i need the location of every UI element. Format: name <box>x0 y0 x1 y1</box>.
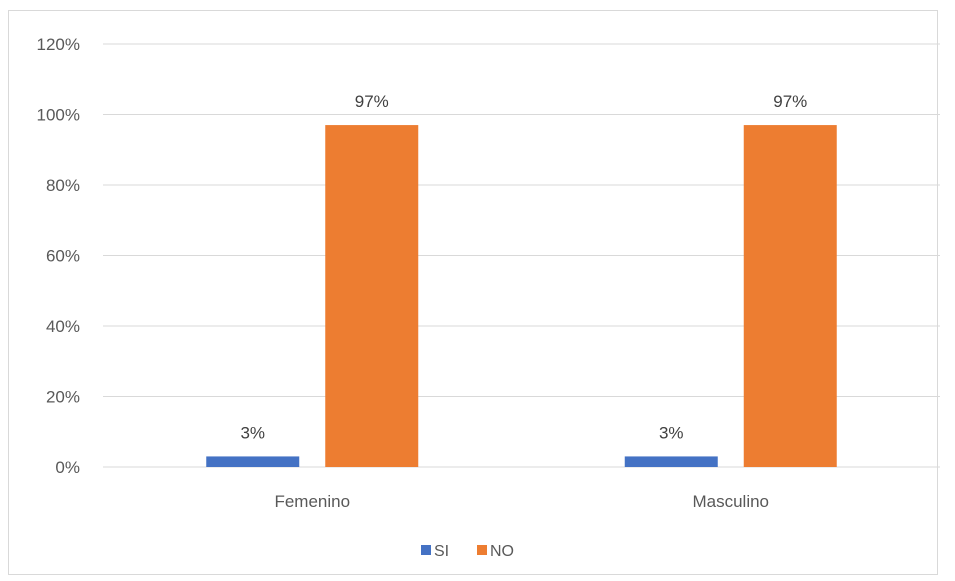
y-tick-label: 80% <box>46 176 80 195</box>
legend: SI NO <box>421 543 514 560</box>
x-tick-label: Masculino <box>692 492 769 511</box>
data-label: 3% <box>659 423 684 442</box>
data-label: 3% <box>240 423 265 442</box>
y-tick-label: 100% <box>37 106 80 125</box>
legend-swatch <box>477 545 487 555</box>
bars <box>206 125 837 467</box>
data-label: 97% <box>355 92 389 111</box>
bar <box>743 125 837 467</box>
y-tick-label: 0% <box>55 458 80 477</box>
x-tick-label: Femenino <box>274 492 350 511</box>
y-tick-label: 40% <box>46 317 80 336</box>
legend-label: SI <box>434 543 449 560</box>
legend-swatch <box>421 545 431 555</box>
bar <box>624 456 718 467</box>
x-axis-ticks: Femenino Masculino <box>274 492 769 511</box>
y-tick-label: 120% <box>37 35 80 54</box>
data-labels: 3% 97% 3% 97% <box>240 92 807 442</box>
legend-label: NO <box>490 543 514 560</box>
data-label: 97% <box>773 92 807 111</box>
y-tick-label: 60% <box>46 247 80 266</box>
y-axis-ticks: 0% 20% 40% 60% 80% 100% 120% <box>37 35 80 477</box>
bar <box>206 456 300 467</box>
y-tick-label: 20% <box>46 388 80 407</box>
bar <box>325 125 419 467</box>
